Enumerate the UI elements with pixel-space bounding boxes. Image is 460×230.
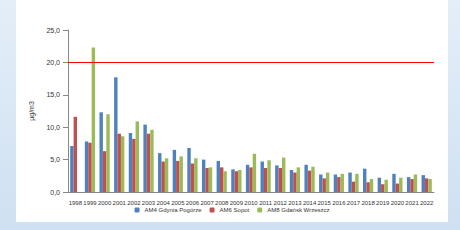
- svg-text:µg/m3: µg/m3: [28, 101, 36, 121]
- svg-text:2013: 2013: [288, 200, 302, 206]
- svg-text:15,0: 15,0: [46, 91, 60, 98]
- svg-text:2001: 2001: [113, 200, 127, 206]
- svg-text:2019: 2019: [376, 200, 390, 206]
- svg-text:2017: 2017: [347, 200, 361, 206]
- svg-text:2012: 2012: [274, 200, 288, 206]
- svg-text:2004: 2004: [156, 200, 170, 206]
- svg-text:2011: 2011: [259, 200, 273, 206]
- svg-text:2005: 2005: [171, 200, 185, 206]
- svg-text:2003: 2003: [142, 200, 156, 206]
- svg-text:25,0: 25,0: [46, 27, 60, 34]
- svg-text:1998: 1998: [69, 200, 83, 206]
- svg-text:2020: 2020: [391, 200, 405, 206]
- svg-text:2002: 2002: [127, 200, 141, 206]
- svg-text:2015: 2015: [318, 200, 332, 206]
- svg-text:AM8 Gdańsk Wrzeszcz: AM8 Gdańsk Wrzeszcz: [267, 207, 329, 213]
- svg-text:5,0: 5,0: [50, 156, 60, 163]
- svg-text:AM6 Sopot: AM6 Sopot: [220, 207, 250, 213]
- svg-text:AM4 Gdynia Pogórze: AM4 Gdynia Pogórze: [145, 207, 203, 213]
- svg-text:2018: 2018: [361, 200, 375, 206]
- svg-text:2008: 2008: [215, 200, 229, 206]
- svg-text:1999: 1999: [83, 200, 97, 206]
- svg-text:0,0: 0,0: [50, 189, 60, 196]
- svg-text:20,0: 20,0: [46, 59, 60, 66]
- svg-text:2000: 2000: [98, 200, 112, 206]
- svg-text:2021: 2021: [405, 200, 419, 206]
- svg-text:2009: 2009: [230, 200, 244, 206]
- svg-text:2014: 2014: [303, 200, 317, 206]
- svg-text:2022: 2022: [420, 200, 434, 206]
- svg-text:10,0: 10,0: [46, 124, 60, 131]
- svg-text:2016: 2016: [332, 200, 346, 206]
- svg-text:2007: 2007: [200, 200, 214, 206]
- svg-text:2010: 2010: [244, 200, 258, 206]
- svg-text:2006: 2006: [186, 200, 200, 206]
